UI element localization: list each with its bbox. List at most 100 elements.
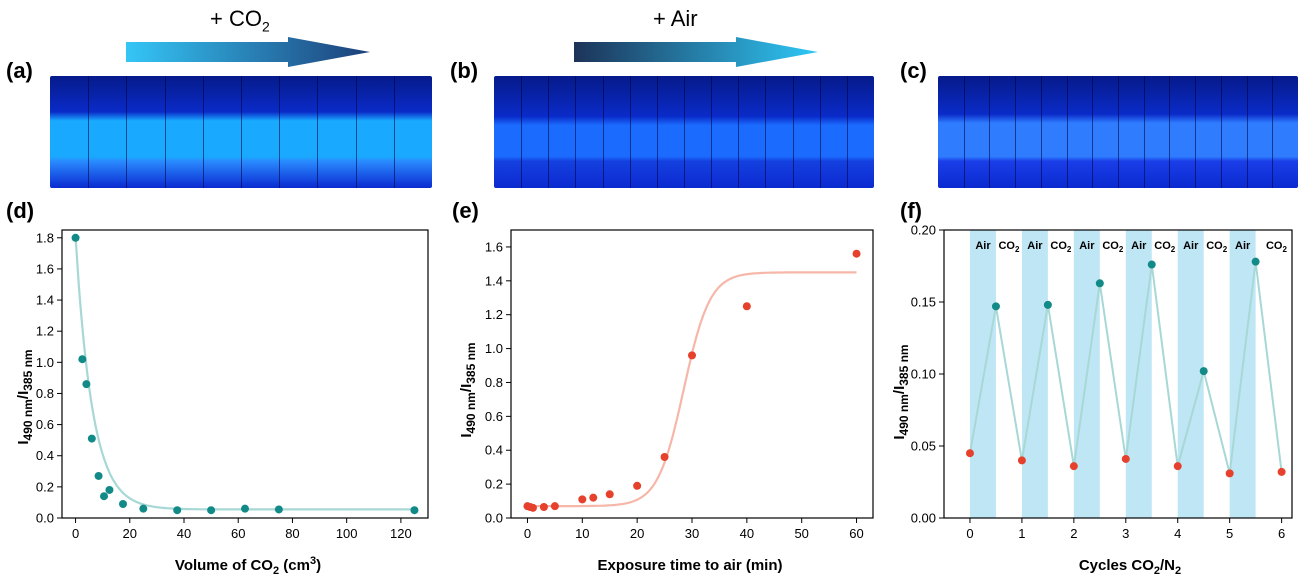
band-label: CO2 <box>1102 240 1124 254</box>
co2-arrow-label: + CO2 <box>210 6 270 35</box>
vial-divider <box>738 76 740 188</box>
vial-divider <box>548 76 550 188</box>
y-tick-label: 0.4 <box>36 448 54 463</box>
band-label: Air <box>1131 240 1147 252</box>
x-tick-label: 6 <box>1278 526 1285 541</box>
vial-divider <box>88 76 90 188</box>
vial-divider <box>684 76 685 188</box>
vial-divider <box>521 76 523 188</box>
plot-frame-d <box>61 229 429 519</box>
y-tick-label: 0.6 <box>485 409 503 424</box>
band-label: CO2 <box>998 240 1020 254</box>
data-point-f-low <box>1069 462 1078 471</box>
x-tick-label: 60 <box>849 526 863 541</box>
vial-divider <box>819 76 821 188</box>
vial-divider <box>629 76 631 188</box>
y-tick-label: 0.2 <box>36 479 54 494</box>
x-tick-label: 30 <box>685 526 699 541</box>
vial-divider <box>202 76 204 188</box>
x-tick-label: 0 <box>524 526 531 541</box>
vial-divider <box>1195 76 1197 188</box>
vial-photo-c <box>938 76 1298 188</box>
data-point-f-high <box>1043 300 1052 309</box>
air-arrow-icon <box>574 37 818 67</box>
panel-label-a: (a) <box>6 58 33 83</box>
x-tick-label: 10 <box>575 526 589 541</box>
panel-label-c: (c) <box>900 58 927 83</box>
x-tick-label: 1 <box>1018 526 1025 541</box>
vial-divider <box>656 76 658 188</box>
y-tick-label: 0.8 <box>485 375 503 390</box>
data-point-d <box>78 355 87 364</box>
y-tick-label: 0.10 <box>911 367 936 382</box>
data-point-d <box>71 233 80 242</box>
x-tick-label: 3 <box>1122 526 1129 541</box>
x-tick-label: 50 <box>794 526 808 541</box>
data-point-d <box>119 499 127 508</box>
data-point-f-low <box>1277 467 1286 476</box>
vial-divider <box>317 76 319 188</box>
vial-photo-b <box>494 76 874 188</box>
vial-divider <box>765 76 767 188</box>
y-tick-label: 0.8 <box>36 386 54 401</box>
data-point-e <box>528 503 537 512</box>
x-tick-label: 0 <box>966 526 973 541</box>
data-point-d <box>100 492 109 501</box>
data-point-e <box>742 302 751 311</box>
band-label: CO2 <box>1266 240 1288 254</box>
band-label: Air <box>1235 240 1251 252</box>
y-tick-label: 0.20 <box>911 223 936 238</box>
vial-divider <box>1143 76 1145 188</box>
data-point-e <box>578 495 587 504</box>
x-tick-label: 5 <box>1226 526 1233 541</box>
x-axis-label-e: Exposure time to air (min) <box>597 557 782 574</box>
x-tick-label: 60 <box>231 526 245 541</box>
data-point-f-high <box>1147 260 1156 269</box>
data-point-f-low <box>1225 469 1234 478</box>
y-tick-label: 1.2 <box>36 324 54 339</box>
panel-label-e: (e) <box>452 198 479 223</box>
data-point-d <box>82 380 91 389</box>
data-point-f-low <box>1017 456 1026 465</box>
vial-divider <box>1015 76 1017 188</box>
data-point-e <box>589 493 598 502</box>
co2-arrow-icon <box>126 37 370 67</box>
chart-e: I490 nm/I385 nm Exposure time to air (mi… <box>458 229 874 574</box>
vial-divider <box>1118 76 1119 188</box>
y-tick-label: 1.4 <box>485 273 503 288</box>
x-tick-label: 0 <box>72 526 79 541</box>
vial-divider <box>989 76 991 188</box>
data-point-f-low <box>1121 454 1130 463</box>
x-tick-label: 120 <box>390 526 412 541</box>
data-point-e <box>660 453 669 462</box>
chart-d: I490 nm/I385 nm Volume of CO2 (cm3) 0 20 4… <box>15 229 429 577</box>
fit-curve-e <box>527 271 857 508</box>
panel-label-b: (b) <box>450 58 479 83</box>
data-point-f-high <box>1199 367 1208 376</box>
data-point-e <box>852 249 861 258</box>
band-label: Air <box>975 240 991 252</box>
vial-divider <box>1066 76 1068 188</box>
y-tick-label: 1.6 <box>485 239 503 254</box>
air-band <box>1125 230 1152 518</box>
data-point-d <box>274 505 283 514</box>
vial-divider <box>602 76 604 188</box>
data-point-d <box>241 504 249 513</box>
y-tick-label: 1.0 <box>485 341 503 356</box>
vial-divider <box>393 76 395 188</box>
data-point-f-high <box>1095 279 1104 288</box>
vial-divider <box>963 76 965 188</box>
vial-divider <box>279 76 281 188</box>
vial-divider <box>575 76 577 188</box>
panel-label-d: (d) <box>6 198 35 223</box>
y-tick-label: 1.8 <box>36 230 54 245</box>
data-point-d <box>105 485 114 494</box>
vial-photo-a <box>50 76 432 188</box>
data-point-d <box>87 434 96 443</box>
y-tick-label: 0.05 <box>911 439 936 454</box>
data-point-f-low <box>965 449 974 458</box>
x-tick-label: 100 <box>336 526 358 541</box>
y-tick-label: 0.0 <box>485 511 503 526</box>
vial-divider <box>1272 76 1274 188</box>
y-tick-label: 0.00 <box>911 511 936 526</box>
